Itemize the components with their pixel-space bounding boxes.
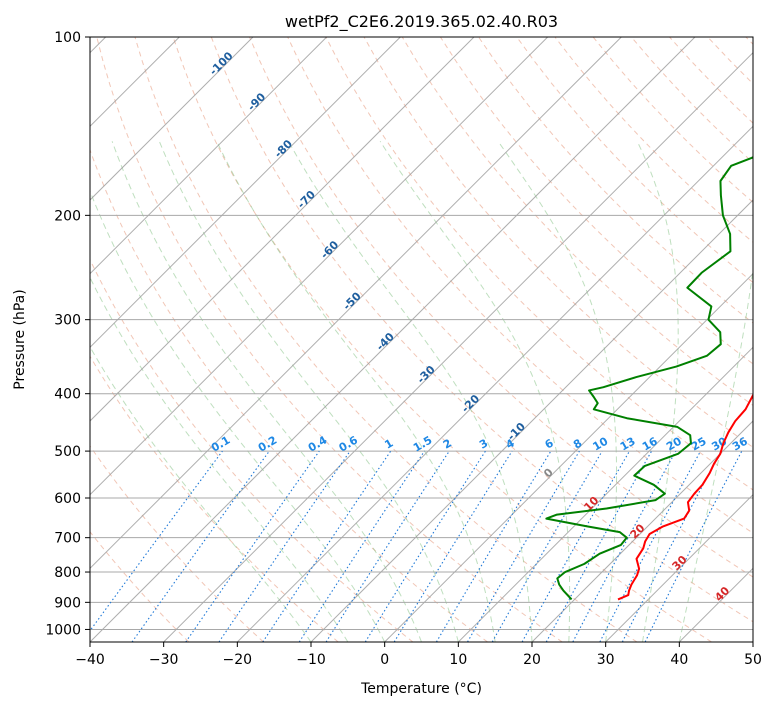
mixing-ratio-line — [393, 450, 513, 642]
x-tick-label: −30 — [149, 652, 179, 668]
dry-adiabat-line — [90, 355, 339, 642]
y-tick-label: 600 — [54, 491, 81, 507]
y-tick-label: 700 — [54, 531, 81, 547]
dry-adiabat-line — [439, 37, 753, 365]
isotherm-line — [236, 125, 753, 642]
isotherm-line — [90, 37, 401, 349]
plot-frame — [89, 36, 754, 643]
x-tick-label: 0 — [380, 652, 389, 668]
mixing-ratio-line — [572, 450, 677, 642]
dry-adiabat-line — [134, 37, 638, 642]
dry-adiabat-line — [249, 37, 753, 578]
isotherm-line — [90, 37, 696, 642]
temperature-profile-line — [617, 393, 753, 601]
mixing-ratio-line — [90, 450, 223, 632]
mixing-ratio-line — [325, 450, 450, 642]
y-tick-label: 500 — [54, 444, 81, 460]
isotherm-line — [457, 346, 753, 642]
y-tick-label: 1000 — [45, 622, 81, 638]
y-tick-label: 900 — [54, 595, 81, 611]
x-tick-label: 30 — [597, 652, 615, 668]
isotherm-line — [90, 37, 475, 422]
isotherm-line — [310, 199, 753, 642]
y-tick-label: 400 — [54, 387, 81, 403]
dry-adiabat-line — [401, 37, 753, 406]
isotherm-line — [163, 51, 753, 642]
x-tick-label: 50 — [744, 652, 762, 668]
mixing-ratio-line — [185, 450, 320, 642]
isotherm-line — [605, 493, 753, 642]
y-tick-label: 100 — [54, 30, 81, 46]
mixing-ratio-line — [298, 450, 425, 642]
x-tick-label: 20 — [523, 652, 541, 668]
dry-adiabat-line — [90, 148, 488, 642]
y-tick-label: 300 — [54, 313, 81, 329]
dry-adiabat-line — [210, 37, 753, 623]
dry-adiabat-line — [90, 445, 264, 642]
mixing-ratio-line — [545, 450, 653, 642]
isotherm-line — [90, 37, 254, 201]
isotherm-line — [90, 37, 328, 275]
mixing-ratio-line — [644, 450, 743, 642]
mixing-ratio-line — [218, 450, 351, 642]
isotherm-line — [90, 37, 622, 570]
y-tick-label: 200 — [54, 208, 81, 224]
mixing-ratio-line — [262, 450, 392, 642]
x-tick-label: 10 — [449, 652, 467, 668]
mixing-ratio-line — [521, 450, 630, 642]
dry-adiabat-line — [516, 37, 753, 284]
x-tick-label: −20 — [223, 652, 253, 668]
y-tick-label: 800 — [54, 565, 81, 581]
dry-adiabat-line — [96, 37, 563, 642]
x-axis-label: Temperature (°C) — [360, 681, 482, 697]
isotherm-line — [384, 272, 753, 642]
x-tick-label: −10 — [296, 652, 326, 668]
dry-adiabat-line — [172, 37, 712, 642]
mixing-ratio-line — [131, 450, 270, 642]
x-tick-label: −40 — [75, 652, 105, 668]
dry-adiabat-line — [90, 531, 190, 642]
dewpoint-profile-line — [545, 156, 753, 601]
isotherm-line — [90, 37, 549, 496]
y-axis-label: Pressure (hPa) — [12, 289, 28, 389]
chart-title: wetPf2_C2E6.2019.365.02.40.R03 — [285, 12, 558, 32]
x-tick-label: 40 — [670, 652, 688, 668]
isotherm-line — [531, 420, 753, 642]
